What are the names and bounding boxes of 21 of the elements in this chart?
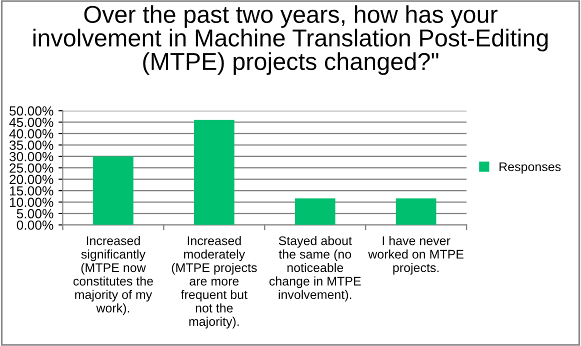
x-tick-label: Increased significantly (MTPE now constitutes the majority of my work). (73, 236, 153, 315)
bar (194, 120, 234, 225)
y-tick-label: 0.00% (16, 220, 54, 230)
y-tick-label: 40.00% (9, 129, 54, 138)
y-tick-label: 45.00% (9, 118, 54, 128)
x-tick-label: I have never worked on MTPE projects. (368, 236, 464, 275)
bar (396, 198, 436, 225)
y-tick-label: 25.00% (10, 163, 54, 173)
bar (93, 156, 134, 225)
y-tick-label: 30.00% (9, 152, 54, 162)
legend-label: Responses (500, 162, 561, 174)
y-tick-label: 5.00% (16, 209, 54, 218)
x-tick-label: Increased moderately (MTPE projects are more frequent but not the majority). (172, 236, 257, 328)
chart-title: Over the past two years, how has your involvement in Machine Translation Post-Editing (MTPE) projects changed?" (33, 5, 548, 75)
y-tick-label: 15.00% (10, 186, 54, 196)
y-tick-label: 35.00% (9, 140, 54, 150)
y-tick-label: 10.00% (10, 198, 54, 207)
y-tick-label: 50.00% (10, 106, 54, 116)
y-tick-label: 20.00% (10, 174, 54, 184)
x-tick-label: Stayed about the same (no noticeable change in MTPE involvement). (269, 236, 361, 302)
bar (294, 198, 336, 225)
